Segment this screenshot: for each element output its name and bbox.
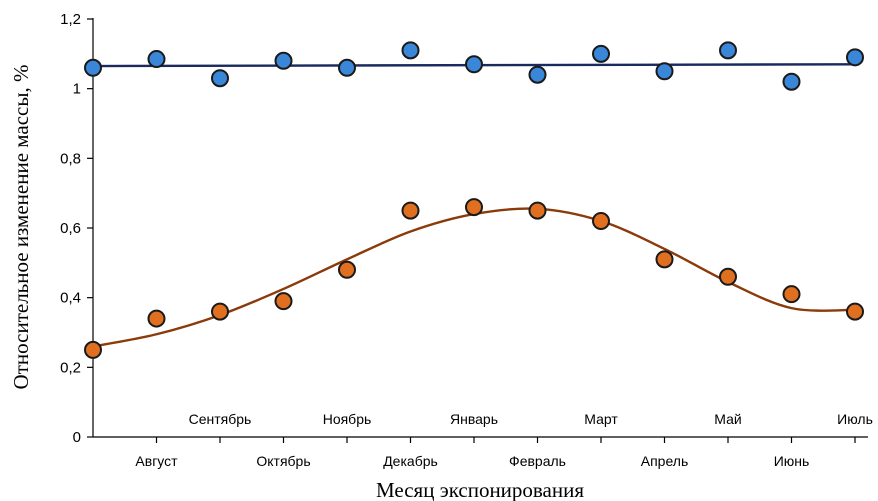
x-tick-label: Декабрь bbox=[383, 453, 438, 469]
data-point-series-1 bbox=[782, 72, 801, 91]
data-point-series-2 bbox=[211, 302, 229, 321]
data-point-series-1 bbox=[465, 55, 483, 74]
data-point-series-1 bbox=[147, 50, 166, 69]
x-tick-label: Ноябрь bbox=[323, 411, 372, 427]
data-point-series-1 bbox=[338, 58, 356, 77]
data-point-series-1 bbox=[528, 65, 547, 84]
data-point-series-1 bbox=[846, 48, 864, 67]
y-axis-label: Относительное изменение массы, % bbox=[9, 65, 33, 390]
data-point-series-1 bbox=[719, 41, 737, 60]
data-point-series-2 bbox=[782, 285, 801, 304]
data-point-series-1 bbox=[592, 44, 610, 63]
x-tick-label: Апрель bbox=[641, 453, 689, 469]
data-point-series-1 bbox=[211, 69, 229, 88]
y-tick-label: 0,8 bbox=[60, 150, 81, 167]
trend-line-2 bbox=[92, 207, 856, 348]
data-points bbox=[84, 41, 864, 359]
y-ticks: 0 0,2 0,4 0,6 0,8 1 1,2 bbox=[60, 11, 93, 446]
x-tick-label: Февраль bbox=[509, 453, 566, 469]
y-tick-label: 0 bbox=[73, 429, 81, 446]
x-axis-label: Месяц экспонирования bbox=[376, 478, 584, 501]
data-point-series-2 bbox=[528, 201, 547, 220]
data-point-series-2 bbox=[592, 212, 610, 231]
data-point-series-2 bbox=[147, 309, 166, 328]
x-tick-label: Март bbox=[584, 411, 618, 427]
y-tick-label: 0,2 bbox=[60, 359, 81, 376]
x-tick-label: Сентябрь bbox=[189, 411, 252, 427]
data-point-series-2 bbox=[719, 267, 737, 286]
x-tick-label: Июнь bbox=[774, 453, 810, 469]
x-tick-label: Июль bbox=[837, 411, 873, 427]
data-point-series-2 bbox=[401, 201, 420, 220]
data-point-series-2 bbox=[274, 292, 293, 311]
x-tick-label: Октябрь bbox=[256, 453, 310, 469]
y-tick-label: 0,4 bbox=[60, 290, 81, 307]
x-ticks: Август Сентябрь Октябрь Ноябрь Декабрь Январь… bbox=[135, 411, 872, 469]
data-point-series-2 bbox=[846, 302, 864, 321]
data-point-series-1 bbox=[274, 51, 293, 70]
y-tick-label: 0,6 bbox=[60, 220, 81, 237]
data-point-series-2 bbox=[655, 250, 674, 269]
data-point-series-2 bbox=[465, 198, 483, 217]
x-tick-label: Август bbox=[135, 453, 178, 469]
y-tick-label: 1,2 bbox=[60, 11, 81, 28]
data-point-series-2 bbox=[84, 340, 102, 359]
y-tick-label: 1 bbox=[73, 81, 81, 98]
x-tick-label: Январь bbox=[450, 411, 498, 427]
data-point-series-2 bbox=[338, 260, 356, 279]
data-point-series-1 bbox=[655, 62, 674, 81]
data-point-series-1 bbox=[401, 41, 420, 60]
x-tick-label: Май bbox=[714, 411, 741, 427]
data-point-series-1 bbox=[84, 58, 102, 77]
